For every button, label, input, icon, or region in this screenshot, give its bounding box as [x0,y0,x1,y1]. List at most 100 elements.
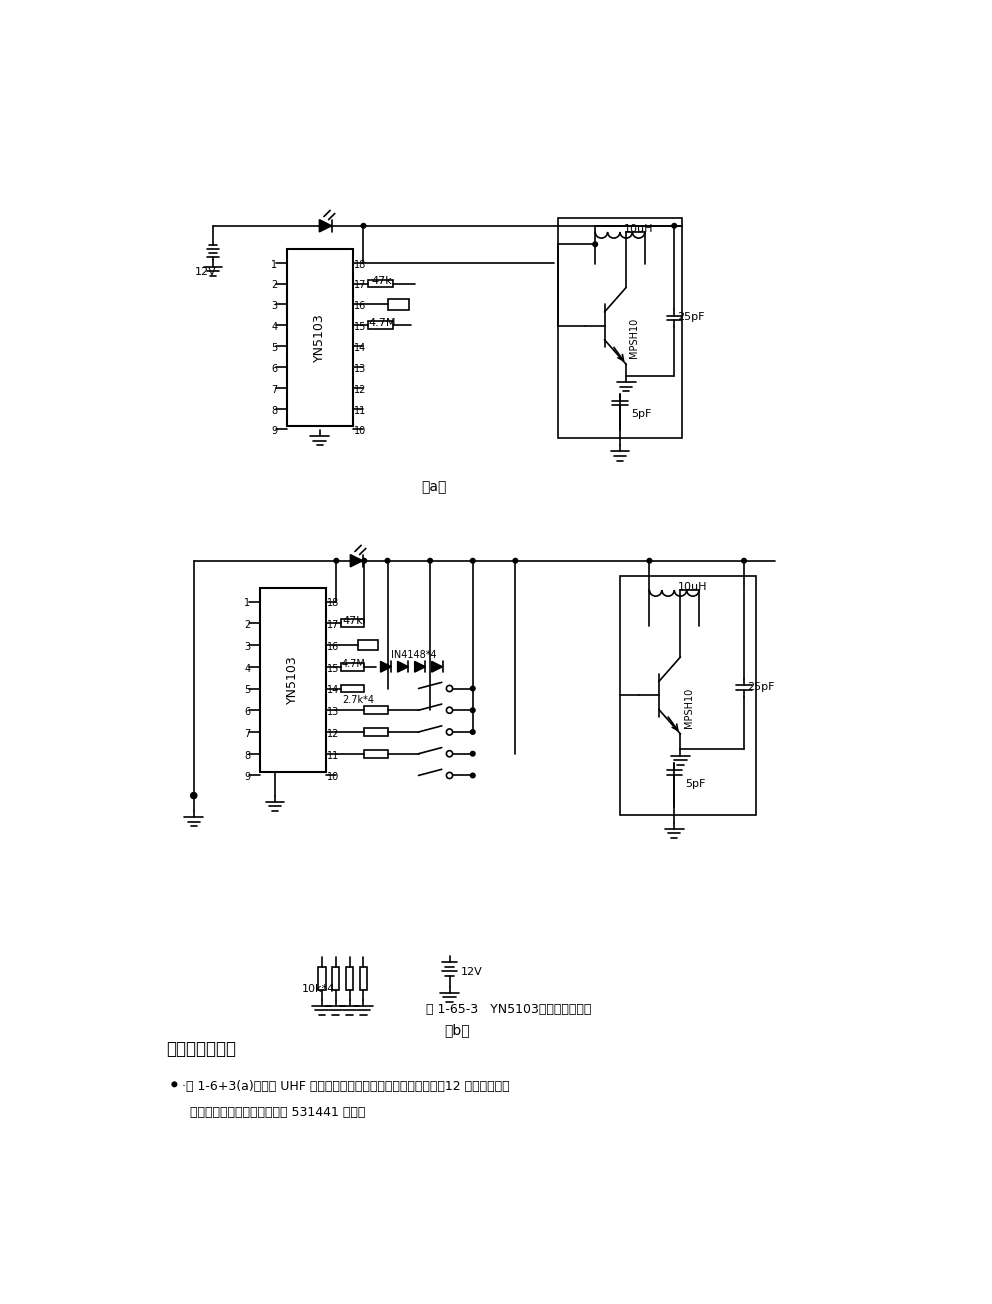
Text: 12: 12 [327,729,339,739]
Circle shape [470,686,475,691]
Text: YN5103: YN5103 [286,656,299,704]
Text: YN5103: YN5103 [313,313,326,361]
Polygon shape [432,661,442,672]
Bar [260,588,325,772]
Bar [341,662,364,670]
Text: 15: 15 [354,322,367,333]
Text: 47k: 47k [371,276,392,286]
Circle shape [334,558,338,563]
Bar [364,728,388,735]
Text: 16: 16 [327,642,339,652]
Text: 2: 2 [244,621,250,630]
Circle shape [428,558,433,563]
Text: 图 1-65-3   YN5103典型应用电路图: 图 1-65-3 YN5103典型应用电路图 [426,1004,591,1017]
Bar [341,685,364,692]
Text: 典型应用略说明: 典型应用略说明 [167,1041,237,1059]
Circle shape [362,558,367,563]
Text: 17: 17 [354,280,367,291]
Polygon shape [319,219,331,232]
Text: 3: 3 [271,301,278,312]
Circle shape [470,730,475,734]
Text: 10uH: 10uH [624,224,654,235]
Text: 5pF: 5pF [631,409,651,419]
Text: 7: 7 [271,385,278,395]
Circle shape [470,751,475,756]
Circle shape [513,558,518,563]
Text: 6: 6 [271,364,278,374]
Text: 13: 13 [327,707,339,717]
Text: 5: 5 [244,686,250,695]
Text: 4.7M: 4.7M [342,659,366,669]
Circle shape [593,243,597,246]
Bar [558,218,682,438]
Circle shape [190,793,196,798]
Circle shape [647,558,652,563]
Text: 2: 2 [271,280,278,291]
Bar [331,966,339,990]
Bar [368,280,393,287]
Text: 10uH: 10uH [679,583,707,592]
Text: 8: 8 [244,751,250,760]
Text: 11: 11 [354,406,366,416]
Bar [358,640,378,651]
Text: 1: 1 [244,599,250,609]
Circle shape [672,223,677,228]
Polygon shape [381,661,392,672]
Circle shape [172,1082,177,1086]
Text: MPSH10: MPSH10 [683,687,693,728]
Text: 3: 3 [244,642,250,652]
Text: 4: 4 [244,664,250,674]
Text: ·图 1-6+3(a)为射频 UHF 遥控发射电路。图中地址编码略去未画。12 位地址三态选: ·图 1-6+3(a)为射频 UHF 遥控发射电路。图中地址编码略去未画。12 … [183,1081,510,1094]
Text: 1: 1 [271,259,278,270]
Text: 25pF: 25pF [747,682,775,691]
Circle shape [385,558,390,563]
Bar [317,966,325,990]
Text: 47k: 47k [342,615,363,626]
Polygon shape [350,554,363,567]
Polygon shape [398,661,409,672]
Text: 12V: 12V [461,968,483,977]
Text: MPSH10: MPSH10 [629,318,639,359]
Text: 4.7M: 4.7M [369,318,397,327]
Text: （b）: （b） [444,1022,470,1037]
Circle shape [470,708,475,712]
Text: （a）: （a） [422,480,446,494]
Text: 7: 7 [244,729,250,739]
Text: 18: 18 [354,259,366,270]
Text: 5pF: 5pF [685,778,705,789]
Text: 10k*4: 10k*4 [303,985,335,994]
Text: 9: 9 [244,772,250,782]
Bar [341,619,364,627]
Text: 18: 18 [327,599,339,609]
Text: 11: 11 [327,751,339,760]
Text: 16: 16 [354,301,366,312]
Bar [364,707,388,715]
Circle shape [361,223,366,228]
Bar [359,966,367,990]
Bar [620,576,756,815]
Circle shape [742,558,746,563]
Text: 5: 5 [271,343,278,353]
Text: 择，由及有数据码，故可提供 531441 种码。: 择，由及有数据码，故可提供 531441 种码。 [183,1106,365,1119]
Bar [368,321,393,329]
Bar [287,249,352,426]
Text: 12: 12 [354,385,367,395]
Bar [345,966,353,990]
Text: 9: 9 [271,426,278,437]
Text: 6: 6 [244,707,250,717]
Text: 10: 10 [354,426,366,437]
Text: 25pF: 25pF [678,312,705,322]
Text: 17: 17 [327,621,339,630]
Text: 8: 8 [271,406,278,416]
Polygon shape [415,661,426,672]
Text: 10: 10 [327,772,339,782]
Text: 13: 13 [354,364,366,374]
Text: 14: 14 [327,686,339,695]
Text: 2.7k*4: 2.7k*4 [342,695,374,704]
Text: IN4148*4: IN4148*4 [392,649,437,660]
Text: 12V: 12V [194,266,216,276]
Text: 4: 4 [271,322,278,333]
Circle shape [470,558,475,563]
Circle shape [470,773,475,777]
Text: 14: 14 [354,343,366,353]
